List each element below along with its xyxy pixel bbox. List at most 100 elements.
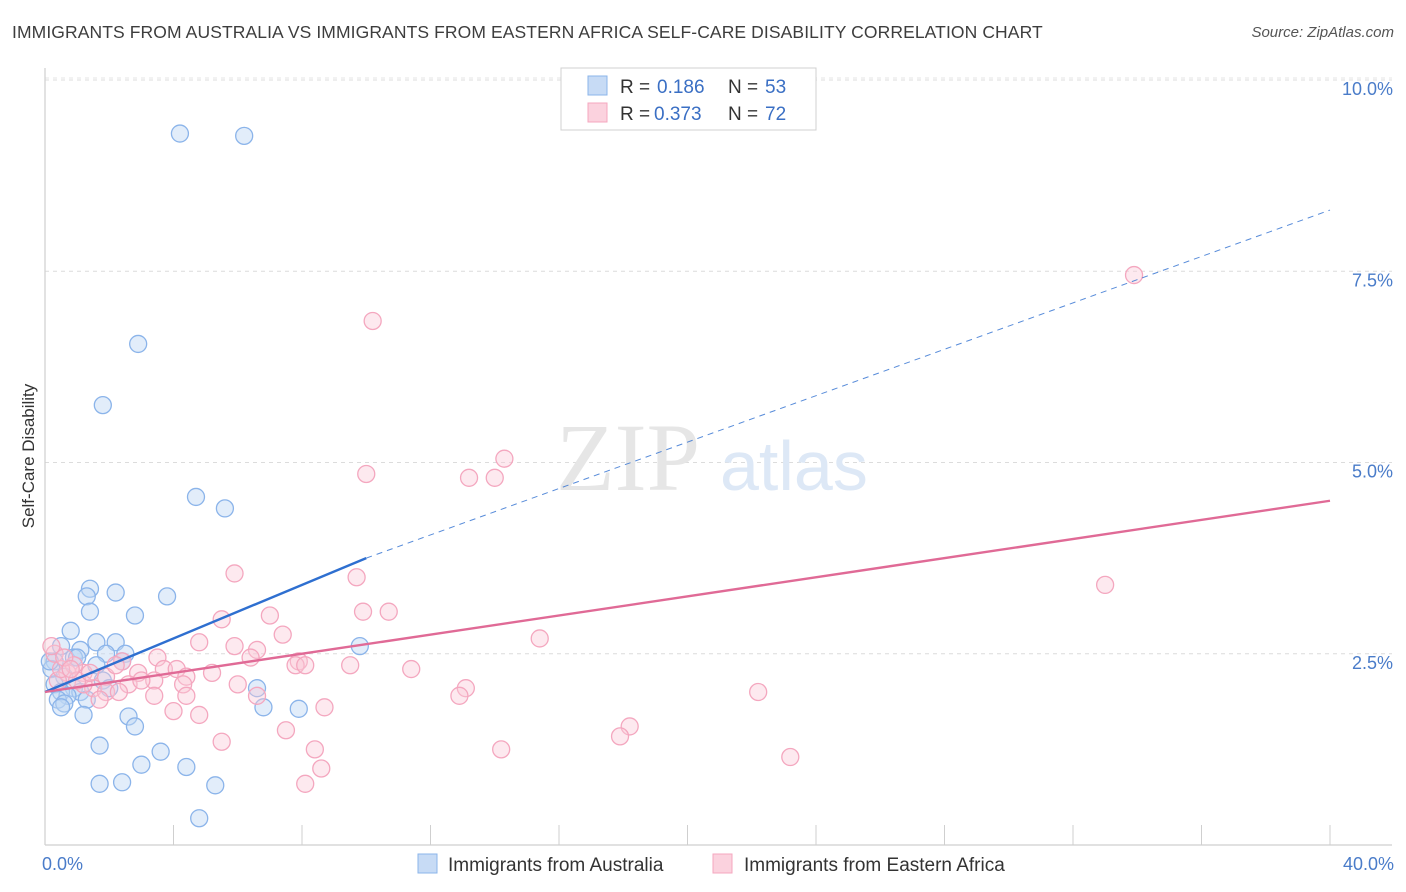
point-australia-7 xyxy=(106,583,125,602)
y-tick-label-2: 7.5% xyxy=(1352,270,1393,290)
point-eastern-africa-71 xyxy=(61,659,80,679)
point-eastern-africa-36 xyxy=(173,675,193,694)
point-australia-4 xyxy=(186,487,206,507)
point-eastern-africa-57 xyxy=(781,747,800,767)
x-tick-label-1: 40.0% xyxy=(1343,854,1394,874)
trend-line-australia xyxy=(44,557,367,694)
point-eastern-africa-37 xyxy=(228,675,247,694)
point-eastern-africa-13 xyxy=(273,625,292,644)
point-eastern-africa-23 xyxy=(341,656,360,675)
y-tick-label-1: 5.0% xyxy=(1352,462,1393,482)
point-eastern-africa-2 xyxy=(495,449,514,468)
point-eastern-africa-58 xyxy=(312,759,331,778)
point-australia-5 xyxy=(215,499,235,518)
point-australia-42 xyxy=(125,717,145,736)
point-eastern-africa-42 xyxy=(749,682,768,702)
point-eastern-africa-56 xyxy=(305,740,325,759)
point-australia-49 xyxy=(112,773,132,792)
point-eastern-africa-68 xyxy=(55,648,74,667)
legend-r-eastern-africa: 0.373 xyxy=(654,104,702,125)
point-australia-9 xyxy=(157,587,177,606)
point-eastern-africa-4 xyxy=(459,468,479,487)
point-eastern-africa-3 xyxy=(357,464,376,484)
point-eastern-africa-55 xyxy=(492,740,511,759)
point-eastern-africa-43 xyxy=(177,686,196,705)
point-eastern-africa-5 xyxy=(485,468,504,487)
grid xyxy=(45,77,1392,655)
x-tick-labels: 0.0% 40.0% xyxy=(42,854,1394,874)
point-eastern-africa-24 xyxy=(402,659,421,679)
point-eastern-africa-66 xyxy=(132,671,151,690)
point-australia-46 xyxy=(132,755,151,774)
point-australia-48 xyxy=(90,774,109,793)
bottom-legend-australia: Immigrants from Australia xyxy=(448,855,664,876)
point-eastern-africa-10 xyxy=(379,602,398,621)
legend-r-label-australia: R = xyxy=(620,77,650,98)
point-eastern-africa-8 xyxy=(1095,575,1115,595)
watermark-zip: ZIP xyxy=(556,404,700,511)
chart-title: IMMIGRANTS FROM AUSTRALIA VS IMMIGRANTS … xyxy=(12,22,1043,42)
point-eastern-africa-62 xyxy=(51,659,71,679)
point-australia-10 xyxy=(80,602,100,621)
point-eastern-africa-53 xyxy=(610,727,630,746)
point-eastern-africa-15 xyxy=(190,633,209,652)
trend-line-eastern-africa xyxy=(44,499,1331,694)
point-eastern-africa-11 xyxy=(260,606,280,625)
legend-swatch-eastern-africa xyxy=(587,102,608,123)
point-australia-44 xyxy=(90,736,109,755)
point-eastern-africa-51 xyxy=(276,721,296,740)
point-australia-41 xyxy=(119,707,138,726)
y-tick-label-0: 2.5% xyxy=(1352,653,1393,673)
point-eastern-africa-16 xyxy=(225,636,244,656)
legend: R = 0.186 N = 53 R = 0.373 N = 72 xyxy=(560,67,817,131)
point-australia-38 xyxy=(254,698,273,717)
watermark: ZIP atlas xyxy=(556,404,868,511)
trend-lines xyxy=(44,209,1331,694)
point-eastern-africa-59 xyxy=(296,774,315,793)
point-eastern-africa-49 xyxy=(164,701,183,721)
point-australia-37 xyxy=(51,698,71,717)
legend-r-australia: 0.186 xyxy=(657,77,705,98)
legend-n-label-australia: N = xyxy=(728,77,758,98)
y-tick-labels: 2.5% 5.0% 7.5% 10.0% xyxy=(1342,79,1393,673)
x-tick-label-0: 0.0% xyxy=(42,854,83,874)
point-australia-50 xyxy=(206,776,225,795)
data-points xyxy=(40,124,1144,828)
point-australia-2 xyxy=(129,334,148,354)
legend-swatch-australia xyxy=(587,75,608,96)
point-eastern-africa-54 xyxy=(212,732,231,751)
point-australia-11 xyxy=(125,606,145,625)
y-tick-label-3: 10.0% xyxy=(1342,79,1393,99)
point-australia-47 xyxy=(177,757,196,777)
y-axis-label: Self-Care Disability xyxy=(19,383,38,528)
point-eastern-africa-70 xyxy=(42,636,61,656)
source-label: Source: ZipAtlas.com xyxy=(1251,24,1394,41)
legend-n-australia: 53 xyxy=(765,77,786,98)
point-eastern-africa-9 xyxy=(353,602,373,621)
point-australia-40 xyxy=(74,705,93,725)
point-australia-8 xyxy=(77,587,96,606)
trend-line-australia-extension xyxy=(366,209,1331,559)
point-eastern-africa-52 xyxy=(620,717,639,736)
point-eastern-africa-19 xyxy=(148,648,167,667)
point-eastern-africa-45 xyxy=(247,686,267,705)
legend-n-label-eastern-africa: N = xyxy=(728,104,758,125)
legend-r-label-eastern-africa: R = xyxy=(620,104,650,125)
point-eastern-africa-44 xyxy=(145,686,164,705)
bottom-legend-eastern-africa: Immigrants from Eastern Africa xyxy=(744,855,1005,876)
point-australia-1 xyxy=(235,126,254,145)
point-eastern-africa-47 xyxy=(90,690,109,709)
point-australia-35 xyxy=(77,690,96,709)
point-eastern-africa-7 xyxy=(347,568,366,587)
point-australia-33 xyxy=(247,679,267,698)
point-australia-45 xyxy=(151,742,170,761)
point-eastern-africa-40 xyxy=(109,682,129,702)
point-eastern-africa-46 xyxy=(450,686,469,705)
point-australia-0 xyxy=(170,124,190,143)
point-australia-39 xyxy=(289,699,308,718)
point-eastern-africa-18 xyxy=(241,648,260,667)
point-australia-12 xyxy=(61,621,80,640)
point-australia-3 xyxy=(93,395,112,415)
bottom-legend-swatch-australia xyxy=(417,853,438,874)
